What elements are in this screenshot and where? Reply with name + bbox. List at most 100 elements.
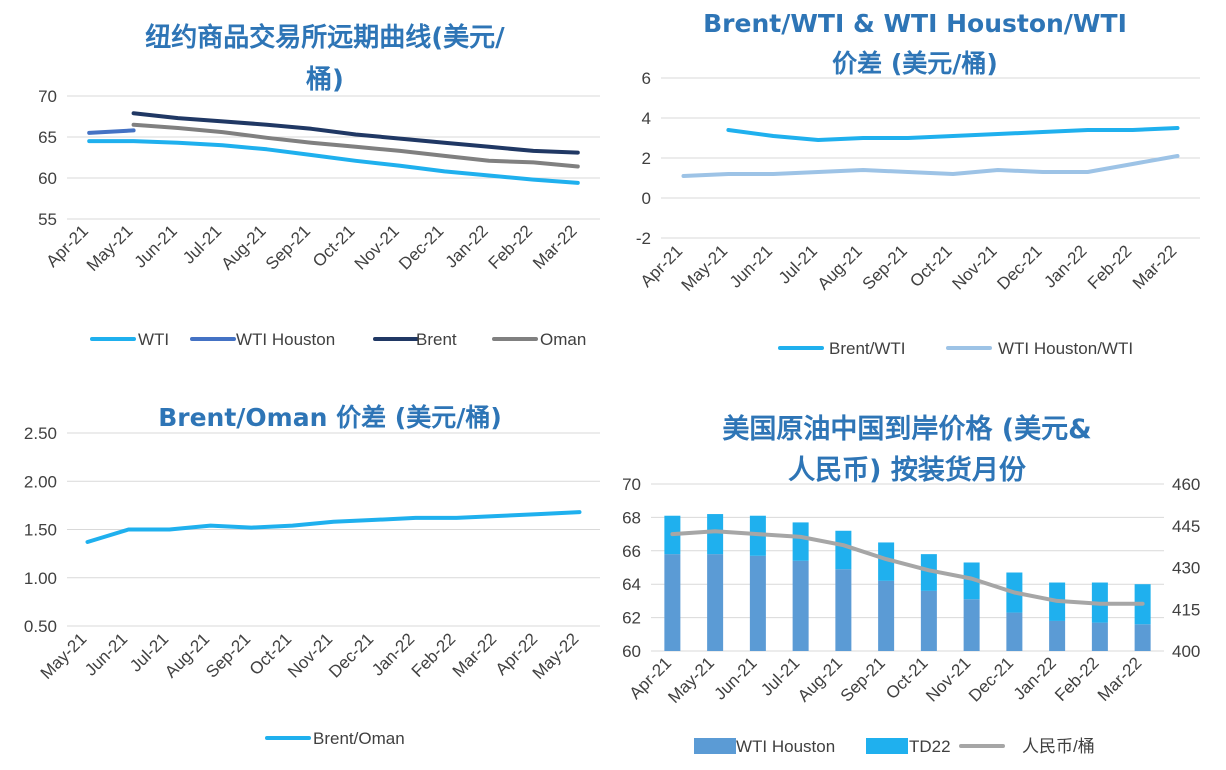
chart-title-line: 纽约商品交易所远期曲线(美元/ <box>145 22 505 53</box>
x-tick-label: Mar-22 <box>529 221 581 273</box>
series-line-brent-oman <box>85 510 582 544</box>
bar-wti-houston <box>1091 622 1108 651</box>
y-tick-label: 0.50 <box>24 617 57 636</box>
y-tick-label: -2 <box>636 229 651 248</box>
bar-wti-houston <box>878 580 895 651</box>
chart-title-line: Brent/WTI & WTI Houston/WTI <box>703 9 1127 38</box>
legend-label-brent-oman: Brent/Oman <box>313 729 405 748</box>
bar-wti-houston <box>707 554 724 651</box>
legend-swatch-td22 <box>866 738 908 754</box>
bar-wti-houston <box>792 560 809 651</box>
x-tick-label: May-21 <box>83 221 137 275</box>
chart-title-line: 价差 (美元/桶) <box>832 49 998 78</box>
y-tick-label: 2 <box>642 149 651 168</box>
x-tick-label: Mar-22 <box>1129 241 1181 293</box>
x-tick-label: Nov-21 <box>351 221 403 273</box>
bar-wti-houston <box>963 599 980 651</box>
legend-label-brent-wti: Brent/WTI <box>829 339 906 358</box>
x-tick-label: Nov-21 <box>922 653 974 705</box>
y-tick-label: 60 <box>38 169 57 188</box>
x-tick-label: Jun-21 <box>131 221 181 271</box>
chart-title-line: Brent/Oman 价差 (美元/桶) <box>158 403 502 432</box>
x-tick-label: Aug-21 <box>814 241 866 293</box>
bar-td22 <box>792 522 809 561</box>
bar-td22 <box>835 530 852 570</box>
bar-wti-houston <box>749 555 766 651</box>
chart-title-line: 人民币) 按装货月份 <box>788 454 1026 486</box>
x-tick-label: May-22 <box>529 629 583 683</box>
x-tick-label: Jan-22 <box>368 629 418 679</box>
x-tick-label: Mar-22 <box>449 629 501 681</box>
x-tick-label: Nov-21 <box>949 241 1001 293</box>
y-tick-label: 2.00 <box>24 472 57 491</box>
legend-swatch-wti-houston <box>694 738 736 754</box>
x-tick-label: Dec-21 <box>993 241 1045 293</box>
y-tick-label: 6 <box>642 69 651 88</box>
x-tick-label: Feb-22 <box>1084 241 1136 293</box>
y-tick-label: 68 <box>622 508 641 527</box>
legend-label-wti-houston: WTI Houston <box>736 737 835 756</box>
x-tick-label: Feb-22 <box>485 221 537 273</box>
bar-wti-houston <box>664 554 681 651</box>
legend-label-: 人民币/桶 <box>1022 737 1095 756</box>
x-tick-label: Aug-21 <box>217 221 269 273</box>
x-tick-label: Dec-21 <box>395 221 447 273</box>
x-tick-label: Oct-21 <box>906 241 956 291</box>
x-tick-label: Jan-22 <box>442 221 492 271</box>
y-tick-label: 66 <box>622 542 641 561</box>
x-tick-label: Mar-22 <box>1094 653 1146 705</box>
legend-label-oman: Oman <box>540 330 586 349</box>
x-tick-label: Jan-22 <box>1010 653 1060 703</box>
bar-wti-houston <box>1134 624 1151 651</box>
legend-label-wti: WTI <box>138 330 169 349</box>
series-line-brent <box>131 111 580 155</box>
x-tick-label: Sep-21 <box>262 221 314 273</box>
legend-label-brent: Brent <box>416 330 457 349</box>
x-tick-label: Sep-21 <box>202 629 254 681</box>
x-tick-label: Oct-21 <box>309 221 359 271</box>
y2-tick-label: 445 <box>1172 517 1200 536</box>
x-tick-label: Aug-21 <box>161 629 213 681</box>
bar-td22 <box>878 542 895 581</box>
x-tick-label: Dec-21 <box>325 629 377 681</box>
chart-title-line: 美国原油中国到岸价格 (美元& <box>722 413 1091 445</box>
y-tick-label: 4 <box>642 109 651 128</box>
x-tick-label: May-21 <box>664 653 718 707</box>
brent-wti-spread-chart: Brent/WTI & WTI Houston/WTI 价差 (美元/桶) 6 4 2 0… <box>636 9 1200 358</box>
bar-td22 <box>920 554 937 591</box>
y-tick-label: 70 <box>38 87 57 106</box>
y-tick-label: 2.50 <box>24 424 57 443</box>
brent-oman-spread-chart: Brent/Oman 价差 (美元/桶) 2.50 2.00 1.50 1.00 0.50… <box>24 403 600 748</box>
legend-label-td22: TD22 <box>909 737 951 756</box>
x-tick-label: Sep-21 <box>859 241 911 293</box>
y-tick-label: 60 <box>622 642 641 661</box>
y-tick-label: 1.00 <box>24 569 57 588</box>
y2-tick-label: 415 <box>1172 600 1200 619</box>
bar-wti-houston <box>1006 612 1023 651</box>
series-line-brent-wti <box>726 126 1180 142</box>
series-line-wti <box>87 139 580 185</box>
series-line-wti-houston-wti <box>681 154 1180 178</box>
forward-curve-chart: 纽约商品交易所远期曲线(美元/桶)70656055Apr-21May-21Jun… <box>38 22 600 349</box>
bar-wti-houston <box>920 590 937 651</box>
series-line-oman <box>131 122 580 169</box>
series-line-rmb-per-barrel <box>670 529 1145 606</box>
y-tick-label: 70 <box>622 475 641 494</box>
legend-label-wti-houston-wti: WTI Houston/WTI <box>998 339 1133 358</box>
x-tick-label: May-21 <box>37 629 91 683</box>
y-tick-label: 62 <box>622 609 641 628</box>
x-tick-label: May-21 <box>678 241 732 295</box>
y2-tick-label: 460 <box>1172 475 1200 494</box>
x-tick-label: Jun-21 <box>81 629 131 679</box>
y-tick-label: 65 <box>38 128 57 147</box>
x-tick-label: Dec-21 <box>965 653 1017 705</box>
y-tick-label: 0 <box>642 189 651 208</box>
y2-tick-label: 400 <box>1172 642 1200 661</box>
x-tick-label: Sep-21 <box>837 653 889 705</box>
bar-wti-houston <box>835 569 852 651</box>
y-tick-label: 55 <box>38 210 57 229</box>
y-tick-label: 1.50 <box>24 521 57 540</box>
x-tick-label: Jan-22 <box>1040 241 1090 291</box>
bar-td22 <box>707 514 724 555</box>
